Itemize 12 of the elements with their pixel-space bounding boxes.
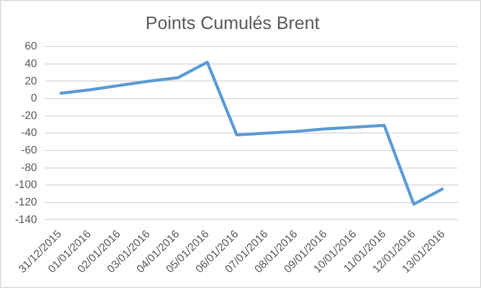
y-tick-label: -80 bbox=[21, 162, 38, 174]
y-tick-label: 40 bbox=[24, 58, 38, 70]
y-tick-label: -60 bbox=[21, 144, 38, 157]
y-tick-label: -20 bbox=[21, 110, 38, 122]
y-tick-label: -40 bbox=[21, 127, 38, 140]
y-tick-label: -120 bbox=[14, 196, 38, 208]
y-tick-label: 20 bbox=[24, 75, 38, 88]
chart-title: Points Cumulés Brent bbox=[145, 12, 320, 33]
y-tick-label: -140 bbox=[14, 214, 38, 226]
y-tick-label: 60 bbox=[24, 40, 38, 53]
y-tick-label: -100 bbox=[14, 179, 38, 192]
y-tick-label: 0 bbox=[30, 92, 38, 105]
